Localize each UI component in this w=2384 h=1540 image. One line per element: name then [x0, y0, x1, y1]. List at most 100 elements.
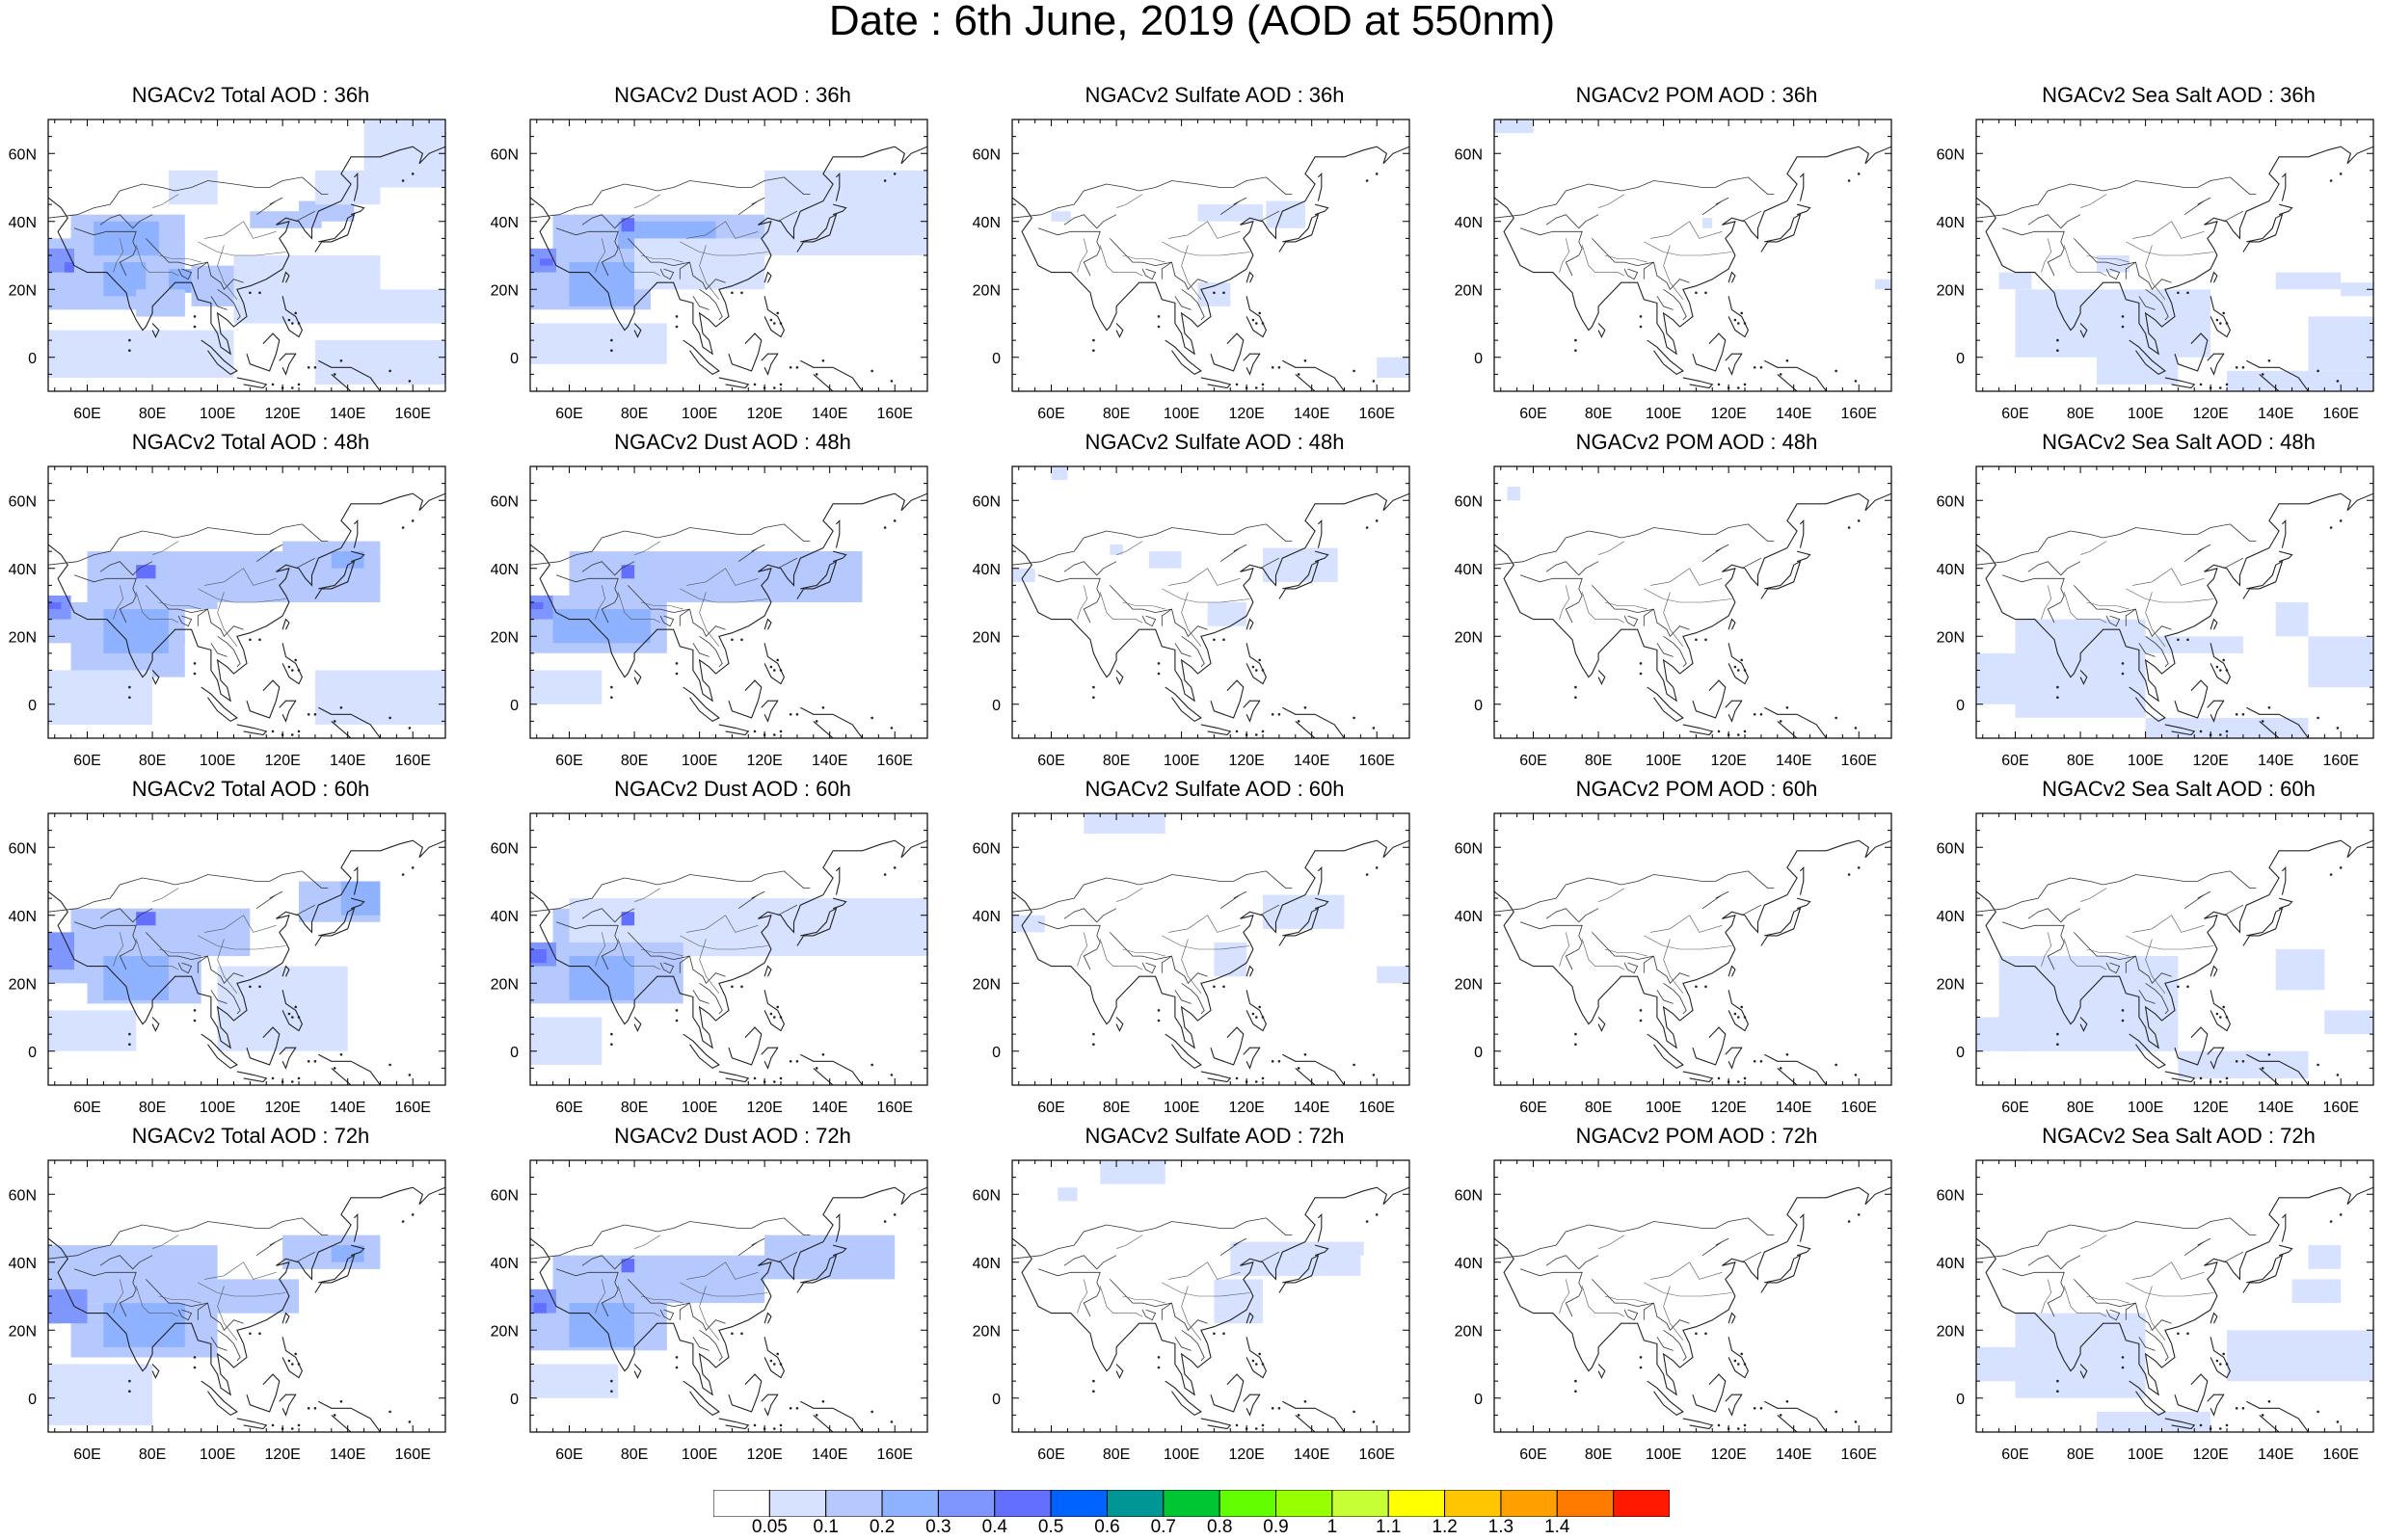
island: [193, 315, 197, 318]
country-border: [628, 1279, 726, 1331]
river: [2145, 245, 2166, 300]
island: [1574, 1379, 1577, 1383]
aod-shading: [530, 949, 547, 964]
aod-shading: [314, 670, 445, 725]
river: [1168, 1261, 1241, 1280]
aod-shading: [2097, 1411, 2211, 1432]
aod-shading: [533, 1303, 547, 1314]
river: [2132, 221, 2205, 239]
island: [610, 1043, 613, 1046]
coastline: [48, 146, 445, 356]
lat-tick-label: 40N: [491, 909, 519, 925]
island: [408, 1421, 412, 1423]
island: [1695, 1332, 1698, 1336]
island: [890, 380, 894, 383]
island: [821, 1053, 825, 1056]
panel-title: NGACv2 Total AOD : 72h: [131, 1124, 370, 1148]
island: [1737, 669, 1740, 672]
coastline: [1314, 203, 1329, 216]
country-border: [2074, 1279, 2172, 1331]
coastline: [800, 1400, 864, 1432]
coastline: [1760, 907, 1802, 946]
coastline: [763, 296, 786, 338]
island: [2121, 672, 2125, 676]
coastline: [1728, 618, 1736, 630]
coastline: [350, 897, 365, 910]
island: [411, 173, 415, 175]
island: [731, 985, 734, 989]
lon-tick-label: 140E: [1294, 1100, 1329, 1116]
aod-shading: [530, 323, 667, 364]
country-border: [177, 962, 193, 974]
river: [1077, 585, 1088, 620]
country-border: [177, 1309, 193, 1321]
island: [1857, 173, 1861, 175]
colorbar-label: 0.9: [1263, 1517, 1289, 1537]
country-border: [1012, 1217, 1293, 1260]
lat-tick-label: 20N: [1455, 976, 1483, 993]
country-border: [2223, 557, 2244, 570]
map-canvas: 60E 80E 100E 120E 140E 160E 60N 40N 20N 0: [973, 1159, 1410, 1463]
lon-tick-label: 100E: [682, 1447, 717, 1463]
lat-tick-label: 20N: [1455, 1323, 1483, 1340]
aod-shading: [1263, 547, 1338, 582]
river: [1644, 1282, 1732, 1297]
aod-shading: [2145, 636, 2243, 653]
coastline: [151, 323, 160, 338]
river: [2063, 592, 2107, 624]
coastline: [718, 1418, 750, 1430]
aod-shading: [314, 340, 445, 385]
aod-shading: [552, 609, 651, 644]
island: [1759, 1060, 1763, 1063]
coastline: [281, 1312, 290, 1324]
aod-shading: [282, 1235, 381, 1269]
lat-tick-label: 60N: [491, 1187, 519, 1204]
aod-shading: [1976, 1346, 2016, 1382]
river: [1559, 932, 1570, 967]
coastline: [728, 1026, 763, 1066]
coastline: [2164, 1071, 2196, 1083]
river: [617, 939, 661, 970]
country-border: [1976, 1217, 2257, 1260]
lat-tick-label: 60N: [491, 146, 519, 163]
island: [769, 1359, 773, 1363]
lon-tick-label: 140E: [812, 406, 847, 422]
coastline: [1976, 146, 2373, 356]
island: [2267, 706, 2271, 709]
map-canvas: 60E 80E 100E 120E 140E 160E 60N 40N 20N 0: [491, 119, 928, 422]
lon-tick-label: 120E: [1228, 753, 1264, 769]
river: [1181, 1286, 1202, 1341]
country-border: [210, 990, 228, 1004]
coastline: [796, 907, 838, 946]
country-border: [1623, 268, 1639, 280]
island: [1297, 1067, 1300, 1070]
island: [731, 638, 734, 642]
map-panel: NGACv2 Dust AOD : 48h 60E 80E 100E 120E 140E 1…: [491, 430, 928, 769]
island: [753, 730, 757, 733]
coastline: [279, 700, 297, 723]
map-content: [1012, 146, 1409, 391]
island: [795, 366, 799, 369]
country-border: [1976, 176, 2257, 219]
map-content: [1494, 1186, 1891, 1432]
colorbar-swatch: [1163, 1490, 1220, 1517]
island: [1574, 338, 1577, 342]
lon-tick-label: 60E: [555, 1447, 582, 1463]
lon-tick-label: 140E: [1776, 1100, 1811, 1116]
coastline: [1796, 1244, 1811, 1257]
island: [2225, 1016, 2229, 1019]
coastline: [350, 203, 365, 216]
country-border: [581, 214, 635, 229]
island: [1574, 349, 1577, 352]
island: [2261, 1414, 2264, 1417]
lat-tick-label: 60N: [491, 840, 519, 857]
island: [2336, 1421, 2340, 1423]
island: [1157, 662, 1161, 665]
lat-tick-label: 20N: [973, 976, 1001, 993]
coastline: [201, 1033, 238, 1070]
river: [2079, 541, 2107, 555]
lon-tick-label: 60E: [2001, 1447, 2028, 1463]
island: [1303, 706, 1307, 709]
island: [1092, 1390, 1095, 1393]
aod-shading: [1100, 1160, 1165, 1184]
